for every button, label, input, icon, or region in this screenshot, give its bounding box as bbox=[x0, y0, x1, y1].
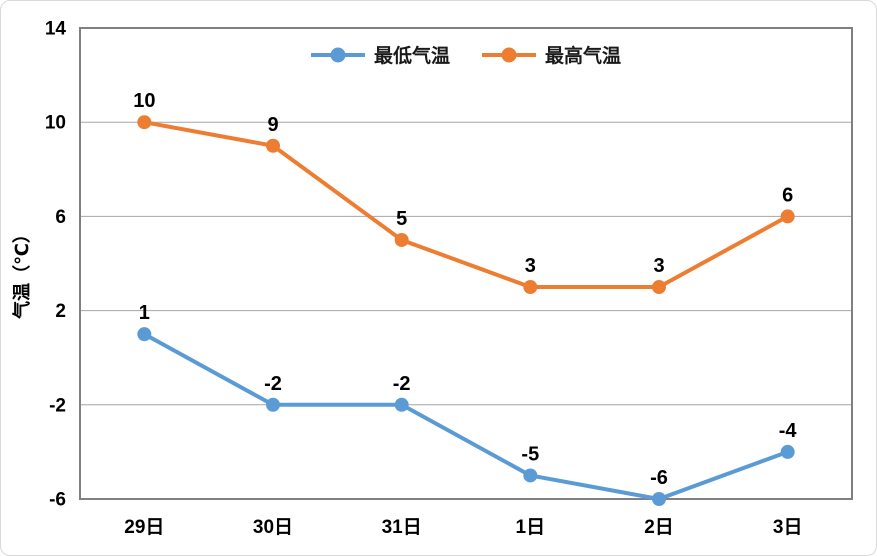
legend-label: 最高气温 bbox=[545, 44, 621, 67]
legend-label: 最低气温 bbox=[374, 44, 450, 67]
data-point bbox=[523, 468, 538, 483]
data-label: -2 bbox=[393, 373, 411, 395]
legend-item-最低气温: 最低气温 bbox=[311, 44, 450, 67]
y-axis-title: 气温（℃） bbox=[11, 225, 32, 320]
y-tick-label: 6 bbox=[55, 207, 66, 228]
data-label: -5 bbox=[521, 443, 539, 465]
series-line bbox=[142, 120, 790, 290]
series-line bbox=[142, 332, 790, 501]
legend: 最低气温 最高气温 bbox=[311, 44, 621, 67]
data-label: -4 bbox=[779, 420, 798, 442]
y-tick-label: 10 bbox=[45, 113, 66, 134]
y-tick-label: 2 bbox=[55, 301, 66, 322]
data-label: -6 bbox=[650, 467, 668, 489]
data-label: 10 bbox=[133, 90, 155, 112]
x-axis-label: 30日 bbox=[253, 517, 293, 538]
x-axis-label: 2日 bbox=[644, 517, 674, 538]
data-point bbox=[394, 397, 409, 412]
data-point bbox=[266, 397, 280, 412]
data-point bbox=[780, 209, 795, 224]
data-label: 6 bbox=[782, 184, 793, 206]
legend-marker-icon bbox=[501, 47, 517, 63]
data-label: 9 bbox=[267, 114, 278, 136]
y-tick-label: -6 bbox=[49, 490, 66, 511]
data-point bbox=[266, 138, 280, 153]
x-axis-label: 29日 bbox=[124, 517, 164, 538]
data-point bbox=[523, 280, 538, 295]
x-axis-label: 31日 bbox=[382, 517, 422, 538]
x-axis-label: 3日 bbox=[773, 517, 803, 538]
series-最低气温: 1 -2 -2 -5 -6 -4 bbox=[137, 302, 797, 506]
data-point bbox=[780, 444, 795, 459]
series-最高气温: 10 9 5 3 3 6 bbox=[133, 90, 795, 295]
y-tick-label: -2 bbox=[49, 395, 66, 416]
legend-marker-icon bbox=[330, 47, 346, 63]
data-label: 3 bbox=[653, 255, 664, 277]
data-label: 1 bbox=[139, 302, 150, 324]
y-tick-label: 14 bbox=[45, 19, 67, 40]
data-point bbox=[394, 232, 409, 247]
x-axis-label: 1日 bbox=[516, 517, 546, 538]
data-point bbox=[137, 115, 152, 130]
plot-area-border bbox=[79, 27, 853, 500]
data-label: -2 bbox=[264, 373, 282, 395]
legend-item-最高气温: 最高气温 bbox=[482, 44, 621, 67]
data-label: 3 bbox=[525, 255, 536, 277]
data-point bbox=[137, 327, 152, 342]
data-label: 5 bbox=[396, 208, 407, 230]
data-point bbox=[652, 280, 666, 295]
data-point bbox=[652, 492, 666, 506]
